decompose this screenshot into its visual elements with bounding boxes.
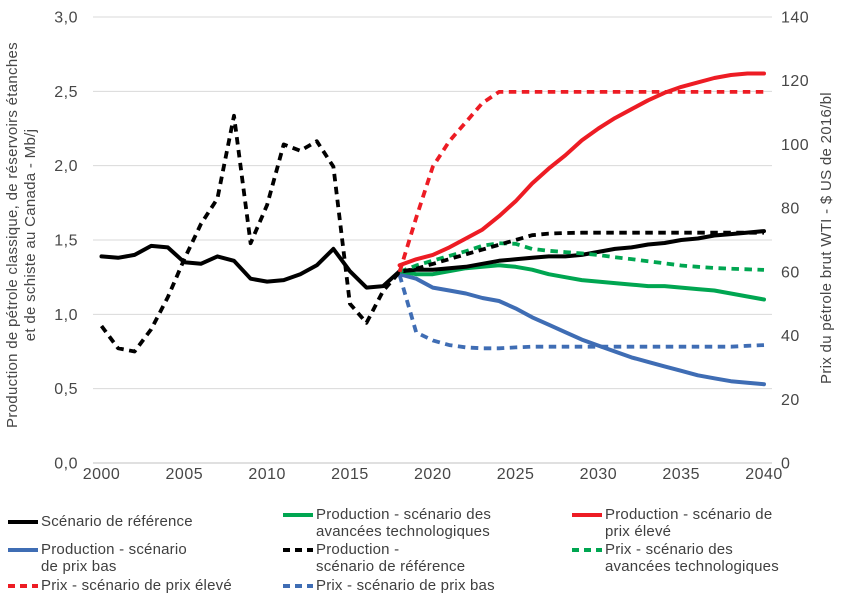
y-right-tick-label: 100 (781, 137, 809, 154)
x-tick-label: 2005 (166, 466, 204, 483)
series-line-price-tech (398, 241, 765, 274)
legend-label: Production - scénario de prix élevé (605, 506, 773, 540)
x-tick-label: 2010 (248, 466, 286, 483)
legend-item-reference: Scénario de référence (8, 513, 193, 530)
x-tick-label: 2025 (497, 466, 535, 483)
legend-item-price-low: Prix - scénario de prix bas (283, 577, 495, 594)
legend-label: Production - scénario de référence (316, 541, 466, 575)
series-line-reference (99, 229, 766, 290)
y-right-tick-label: 60 (781, 264, 800, 281)
x-tick-label: 2040 (745, 466, 783, 483)
legend-line-swatch-black-dashed-icon (283, 548, 313, 552)
y-right-tick-label: 80 (781, 201, 800, 218)
x-tick-label: 2015 (331, 466, 369, 483)
legend-label: Production - scénario des avancées techn… (316, 506, 492, 540)
legend-label: Production - scénario de prix bas (41, 541, 187, 575)
legend-line-swatch-blue-dashed-icon (283, 584, 313, 588)
legend-line-swatch-green-solid-icon (283, 513, 313, 517)
legend-item-production-tech: Production - scénario des avancées techn… (283, 506, 491, 540)
legend-label: Prix - scénario de prix élevé (41, 577, 232, 594)
y-left-tick-label: 1,5 (54, 233, 78, 250)
y-left-tick-label: 3,0 (54, 10, 78, 27)
series-line-production-low (397, 272, 766, 387)
x-tick-label: 2020 (414, 466, 452, 483)
series-line-production-tech (397, 263, 766, 302)
series-line-price-reference (99, 113, 764, 354)
legend-item-price-tech: Prix - scénario des avancées technologiq… (572, 541, 779, 575)
legend-line-swatch-red-solid-icon (572, 513, 602, 517)
legend-item-production-low: Production - scénario de prix bas (8, 541, 187, 575)
legend-label: Prix - scénario des avancées technologiq… (605, 541, 779, 575)
legend-item-price-high: Prix - scénario de prix élevé (8, 577, 232, 594)
y-left-tick-label: 0,0 (54, 456, 78, 473)
y-left-tick-label: 2,5 (54, 84, 78, 101)
legend-line-swatch-red-dashed-icon (8, 584, 38, 588)
y-left-tick-label: 2,0 (54, 158, 78, 175)
y-axis-right-title: Prix du pétrole brut WTI - $ US de 2016/… (818, 92, 835, 384)
y-right-tick-label: 140 (781, 10, 809, 27)
x-tick-label: 2000 (83, 466, 121, 483)
series-line-price-low (397, 274, 765, 351)
y-left-tick-label: 0,5 (54, 381, 78, 398)
y-right-tick-label: 20 (781, 392, 800, 409)
series-line-price-high (397, 90, 764, 273)
legend-line-swatch-green-dashed-icon (572, 548, 602, 552)
y-right-tick-label: 40 (781, 328, 800, 345)
y-right-tick-label: 0 (781, 456, 790, 473)
y-axis-left-title: Production de pétrole classique, de rése… (4, 42, 39, 428)
y-right-tick-label: 120 (781, 73, 809, 90)
legend-label: Scénario de référence (41, 513, 193, 530)
y-left-tick-label: 1,0 (54, 307, 78, 324)
x-tick-label: 2030 (580, 466, 618, 483)
legend-item-production-high: Production - scénario de prix élevé (572, 506, 772, 540)
legend-line-swatch-black-solid-icon (8, 520, 38, 524)
legend-item-price-reference: Production - scénario de référence (283, 541, 465, 575)
legend-label: Prix - scénario de prix bas (316, 577, 495, 594)
chart-plot-area: 3,02,52,01,51,00,50,01401201008060402002… (54, 10, 809, 484)
legend-line-swatch-blue-solid-icon (8, 548, 38, 552)
series-line-production-high (397, 71, 766, 268)
x-tick-label: 2035 (662, 466, 700, 483)
